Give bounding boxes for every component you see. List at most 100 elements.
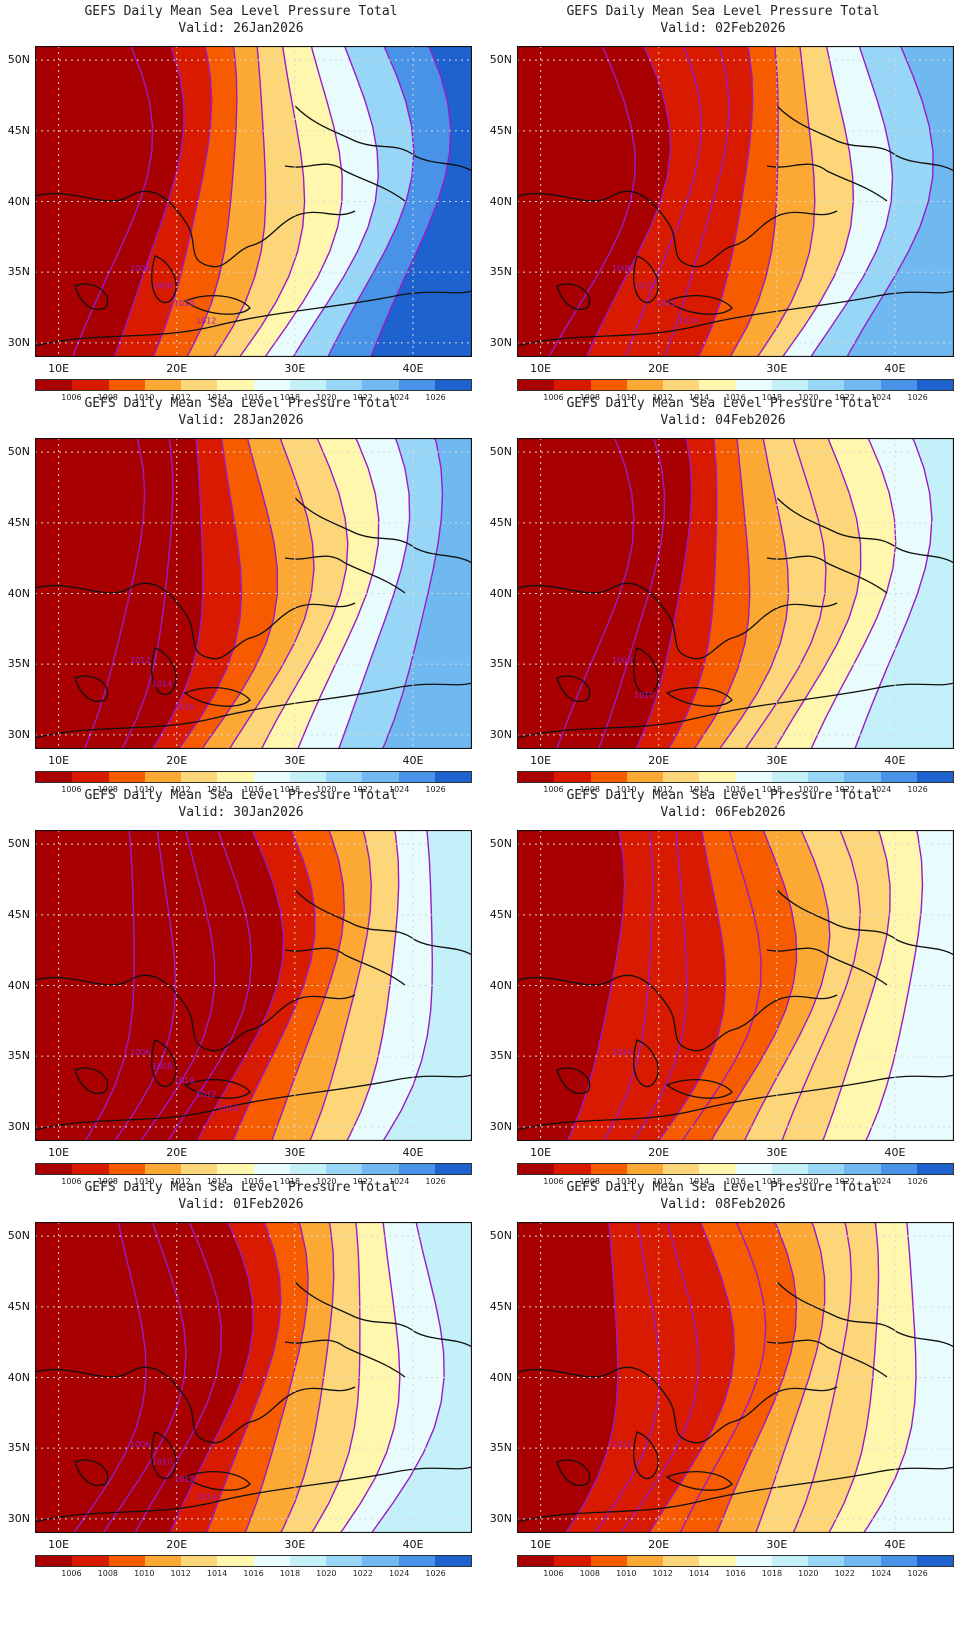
lon-label: 10E <box>530 754 552 767</box>
pressure-map: 1012 <box>517 1222 954 1533</box>
coastline <box>35 1366 211 1443</box>
lat-label: 45N <box>489 515 512 529</box>
colorbar-swatch <box>398 1164 435 1174</box>
colorbar-label: 1006 <box>61 785 82 794</box>
coastline <box>517 190 693 267</box>
colorbar-label: 1018 <box>279 1177 301 1186</box>
colorbar-label: 1012 <box>652 785 673 794</box>
colorbar-swatch <box>554 1164 591 1174</box>
isobar-line <box>846 46 934 357</box>
lat-label: 50N <box>7 445 30 459</box>
coastline <box>691 210 838 268</box>
map-frame <box>517 438 954 749</box>
coastline <box>633 255 659 304</box>
coastline <box>209 994 356 1052</box>
forecast-panel: GEFS Daily Mean Sea Level Pressure Total… <box>0 784 482 1194</box>
contour-label: 1010 <box>634 282 654 291</box>
colorbar-label: 1022 <box>834 785 855 794</box>
colorbar-swatch <box>590 1556 627 1566</box>
colorbar-swatch <box>808 380 845 390</box>
isobar-line <box>566 830 626 1141</box>
colorbar-label: 1008 <box>579 393 601 402</box>
coastline <box>151 255 177 304</box>
forecast-panel: GEFS Daily Mean Sea Level Pressure Total… <box>482 1176 964 1586</box>
colorbar-label: 1020 <box>798 1177 819 1186</box>
contour-label: 1012 <box>612 1440 632 1449</box>
colorbar-label: 1026 <box>907 785 928 794</box>
colorbar-swatch <box>844 1164 881 1174</box>
colorbar-swatch <box>808 1164 845 1174</box>
colorbar-label: 1020 <box>798 393 819 402</box>
lon-label: 30E <box>284 1538 306 1551</box>
colorbar-label: 1024 <box>870 393 892 402</box>
pressure-band <box>517 1222 618 1533</box>
colorbar-label: 1024 <box>388 1177 410 1186</box>
contour-label: 1014 <box>678 317 698 326</box>
colorbar-swatch <box>916 772 953 782</box>
colorbar-label: 1012 <box>652 1569 673 1578</box>
lon-label: 20E <box>166 1538 188 1551</box>
colorbar-swatch <box>362 772 399 782</box>
coastline <box>35 682 472 739</box>
lat-label: 30N <box>7 1511 30 1525</box>
panel-valid-date: Valid: 08Feb2026 <box>660 1197 786 1212</box>
colorbar-swatch <box>735 1556 772 1566</box>
colorbar-swatch <box>771 380 808 390</box>
colorbar-swatch <box>699 772 736 782</box>
colorbar-swatch <box>217 1556 254 1566</box>
colorbar-label: 1018 <box>761 1569 783 1578</box>
isobar-line <box>339 1222 401 1533</box>
lon-label: 30E <box>766 1146 788 1159</box>
isobar-line <box>337 438 411 749</box>
colorbar-swatch <box>289 380 326 390</box>
colorbar-label: 1006 <box>543 1569 564 1578</box>
lat-label: 30N <box>489 727 512 741</box>
colorbar-label: 1026 <box>425 1177 446 1186</box>
colorbar-swatch <box>398 1556 435 1566</box>
isobar-line <box>697 46 754 357</box>
contour-label: 1010 <box>174 299 194 308</box>
colorbar-swatch <box>844 772 881 782</box>
colorbar-swatch <box>181 1556 218 1566</box>
coastline <box>556 1459 591 1487</box>
colorbar-swatch <box>844 1556 881 1566</box>
lat-label: 45N <box>7 907 30 921</box>
lat-label: 35N <box>489 1049 512 1063</box>
coastline <box>665 1471 733 1491</box>
lat-label: 40N <box>489 978 512 992</box>
colorbar-swatch <box>699 380 736 390</box>
colorbar-swatch <box>253 1556 290 1566</box>
colorbar-swatch <box>72 1164 109 1174</box>
isobar-line <box>177 438 243 749</box>
isobar-line <box>663 46 730 357</box>
colorbar-label: 1020 <box>316 1177 337 1186</box>
colorbar <box>35 771 472 783</box>
colorbar-label: 1008 <box>97 785 119 794</box>
pressure-band <box>517 438 634 749</box>
lat-label: 50N <box>7 53 30 67</box>
lat-label: 45N <box>7 123 30 137</box>
colorbar-label: 1014 <box>206 1569 228 1578</box>
lon-label: 10E <box>530 1538 552 1551</box>
colorbar-swatch <box>518 1556 555 1566</box>
isobar-line <box>602 830 654 1141</box>
colorbar-label: 1010 <box>134 1569 155 1578</box>
colorbar-swatch <box>72 380 109 390</box>
colorbar-swatch <box>735 1164 772 1174</box>
coastline <box>151 1431 177 1480</box>
colorbar-swatch <box>880 772 917 782</box>
colorbar-swatch <box>699 1556 736 1566</box>
lon-label: 40E <box>402 362 424 375</box>
colorbar <box>35 1163 472 1175</box>
lat-label: 50N <box>489 445 512 459</box>
map-frame <box>517 830 954 1141</box>
isobar-line <box>862 1222 917 1533</box>
colorbar-label: 1022 <box>834 1177 855 1186</box>
isobar-line <box>238 46 306 357</box>
contour-label: 1010 <box>152 1458 172 1467</box>
colorbar-swatch <box>916 1556 953 1566</box>
isobar-line <box>792 1222 853 1533</box>
colorbar <box>517 771 954 783</box>
